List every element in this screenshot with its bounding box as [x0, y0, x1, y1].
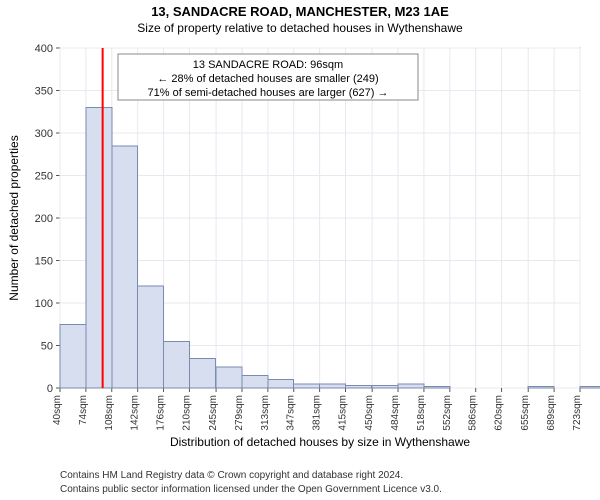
- x-tick-label: 142sqm: [130, 395, 141, 431]
- y-axis-label: Number of detached properties: [7, 135, 21, 300]
- annotation-line1: 13 SANDACRE ROAD: 96sqm: [193, 59, 343, 71]
- y-tick-label: 100: [35, 298, 53, 310]
- histogram-bar: [398, 384, 424, 388]
- histogram-bar: [242, 375, 268, 388]
- x-tick-label: 450sqm: [364, 395, 375, 431]
- y-tick-label: 50: [41, 341, 53, 353]
- chart-title-main: 13, SANDACRE ROAD, MANCHESTER, M23 1AE: [151, 4, 449, 19]
- x-tick-label: 552sqm: [442, 395, 453, 431]
- annotation-line2: ← 28% of detached houses are smaller (24…: [157, 73, 378, 85]
- x-tick-label: 415sqm: [338, 395, 349, 431]
- x-axis-label: Distribution of detached houses by size …: [170, 435, 470, 449]
- chart-container: 13, SANDACRE ROAD, MANCHESTER, M23 1AE Si…: [0, 0, 600, 500]
- histogram-bar: [60, 324, 86, 388]
- histogram-bar: [424, 386, 450, 388]
- y-tick-label: 150: [35, 256, 53, 268]
- footer-line1: Contains HM Land Registry data © Crown c…: [60, 470, 403, 481]
- annotation-line3: 71% of semi-detached houses are larger (…: [148, 87, 389, 99]
- histogram-chart: 13, SANDACRE ROAD, MANCHESTER, M23 1AE Si…: [0, 0, 600, 500]
- x-tick-label: 655sqm: [520, 395, 531, 431]
- x-tick-label: 689sqm: [546, 395, 557, 431]
- histogram-bar: [112, 146, 138, 388]
- histogram-bar: [372, 385, 398, 388]
- histogram-bar: [216, 367, 242, 388]
- x-tick-label: 40sqm: [52, 395, 63, 425]
- x-tick-label: 518sqm: [416, 395, 427, 431]
- y-tick-label: 200: [35, 213, 53, 225]
- histogram-bar: [138, 286, 164, 388]
- x-tick-label: 586sqm: [468, 395, 479, 431]
- x-tick-label: 313sqm: [260, 395, 271, 431]
- histogram-bar: [164, 341, 190, 388]
- x-tick-label: 347sqm: [286, 395, 297, 431]
- x-tick-label: 620sqm: [494, 395, 505, 431]
- y-tick-label: 350: [35, 86, 53, 98]
- y-tick-label: 300: [35, 128, 53, 140]
- histogram-bar: [189, 358, 215, 388]
- histogram-bar: [320, 384, 346, 388]
- y-tick-label: 250: [35, 171, 53, 183]
- footer-line2: Contains public sector information licen…: [60, 484, 442, 495]
- x-tick-label: 176sqm: [156, 395, 167, 431]
- x-tick-label: 108sqm: [104, 395, 115, 431]
- histogram-bar: [528, 386, 554, 388]
- histogram-bar: [346, 385, 372, 388]
- x-tick-label: 210sqm: [181, 395, 192, 431]
- y-tick-label: 400: [35, 43, 53, 55]
- histogram-bar: [294, 384, 320, 388]
- x-tick-label: 723sqm: [572, 395, 583, 431]
- y-tick-label: 0: [47, 383, 53, 395]
- x-tick-label: 381sqm: [312, 395, 323, 431]
- histogram-bar: [86, 108, 112, 389]
- histogram-bar: [580, 386, 600, 388]
- x-tick-label: 245sqm: [208, 395, 219, 431]
- x-tick-label: 279sqm: [234, 395, 245, 431]
- x-tick-label: 74sqm: [78, 395, 89, 425]
- chart-title-sub: Size of property relative to detached ho…: [137, 21, 463, 35]
- x-tick-label: 484sqm: [390, 395, 401, 431]
- histogram-bar: [268, 380, 294, 389]
